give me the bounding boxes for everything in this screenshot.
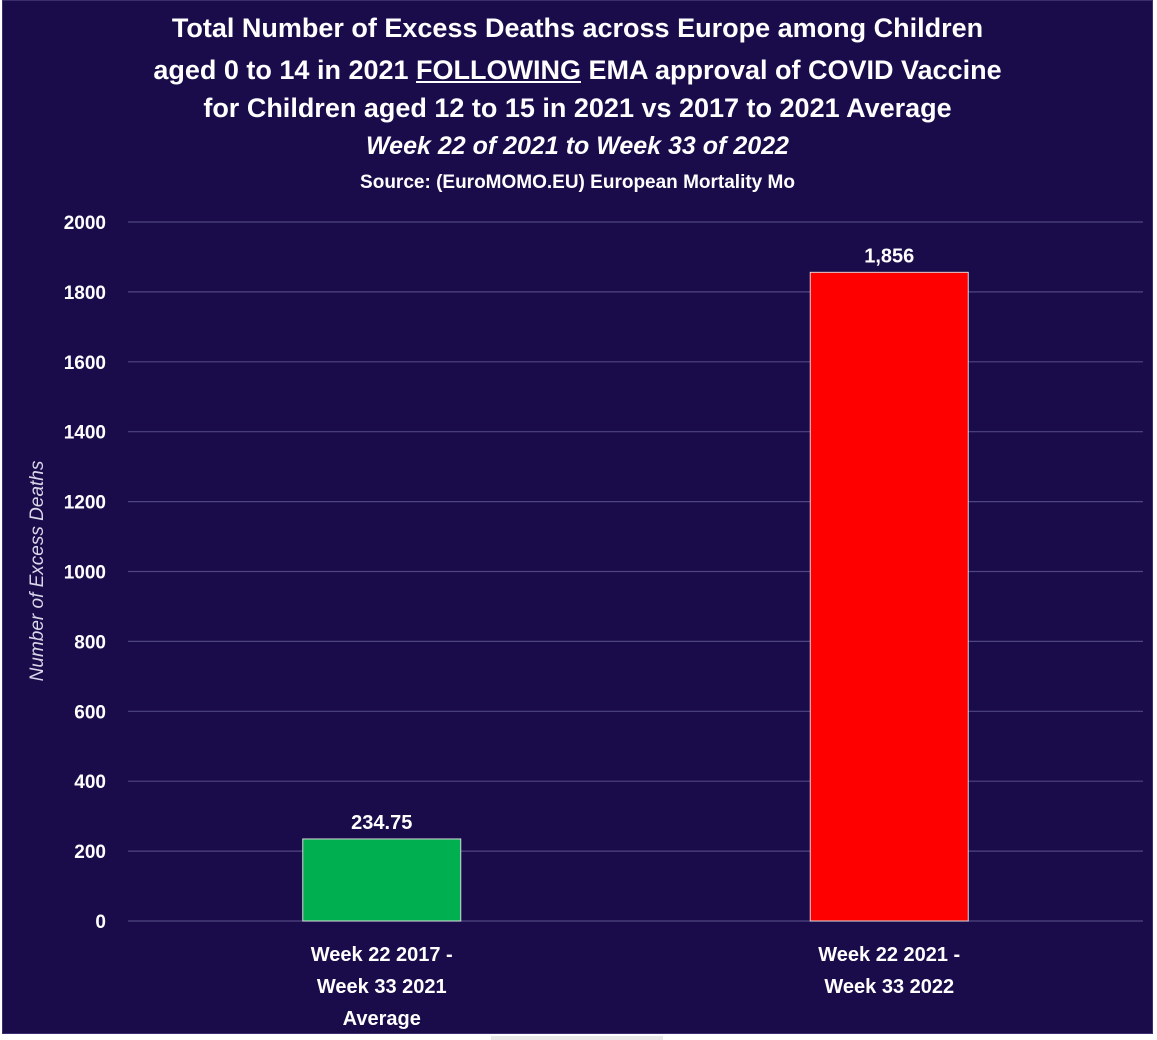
y-tick-label: 1800 bbox=[64, 283, 106, 304]
x-category-label-line: Week 22 2021 - bbox=[818, 944, 960, 966]
chart-source: Source: (EuroMOMO.EU) European Mortality… bbox=[360, 172, 795, 193]
bar-value-labels: 234.75 1,856 bbox=[351, 245, 914, 834]
y-tick-label: 2000 bbox=[64, 213, 106, 234]
x-category-label: Week 22 2017 - Week 33 2021 Average bbox=[311, 944, 453, 1030]
horizontal-scrollbar-thumb[interactable] bbox=[491, 1036, 663, 1040]
chart-title-line-2-end: EMA approval of COVID Vaccine bbox=[580, 55, 1002, 85]
y-tick-label: 1000 bbox=[64, 563, 106, 584]
gridlines bbox=[128, 221, 1143, 922]
chart-title-line-1: Total Number of Excess Deaths across Eur… bbox=[171, 13, 984, 43]
y-tick-label: 1200 bbox=[64, 493, 106, 514]
y-tick-label: 1400 bbox=[64, 423, 106, 444]
chart-title-line-3: for Children aged 12 to 15 in 2021 vs 20… bbox=[203, 93, 952, 123]
y-axis-label: Number of Excess Deaths bbox=[27, 460, 48, 681]
y-tick-label: 600 bbox=[74, 702, 106, 723]
bars bbox=[302, 271, 969, 922]
x-category-label-line: Week 33 2022 bbox=[824, 976, 954, 998]
bar-value-label: 234.75 bbox=[351, 812, 412, 834]
bar bbox=[302, 838, 462, 922]
x-category-label-line: Week 22 2017 - bbox=[311, 944, 453, 966]
chart-title-line-2-start: aged 0 to 14 in 2021 bbox=[153, 55, 417, 85]
y-tick-label: 0 bbox=[95, 912, 106, 933]
y-tick-label: 1600 bbox=[64, 353, 106, 374]
bar-value-label: 1,856 bbox=[864, 245, 914, 267]
x-category-label-line: Average bbox=[343, 1008, 421, 1030]
x-category-label: Week 22 2021 - Week 33 2022 bbox=[818, 944, 960, 998]
chart-subtitle: Week 22 of 2021 to Week 33 of 2022 bbox=[366, 132, 789, 160]
bar bbox=[809, 271, 969, 922]
chart-title-emphasis: FOLLOWING bbox=[416, 55, 581, 85]
y-tick-label: 200 bbox=[74, 842, 106, 863]
bar-chart-plot: 0 200 400 600 800 1000 1200 1400 1600 1800 2000 23… bbox=[27, 213, 1143, 1030]
y-tick-label: 800 bbox=[74, 632, 106, 653]
y-axis-ticks: 0 200 400 600 800 1000 1200 1400 1600 1800 2000 bbox=[64, 213, 106, 933]
y-tick-label: 400 bbox=[74, 772, 106, 793]
x-category-label-line: Week 33 2021 bbox=[317, 976, 447, 998]
chart-title-line-2: aged 0 to 14 in 2021 FOLLOWING EMA appro… bbox=[3, 55, 1152, 86]
